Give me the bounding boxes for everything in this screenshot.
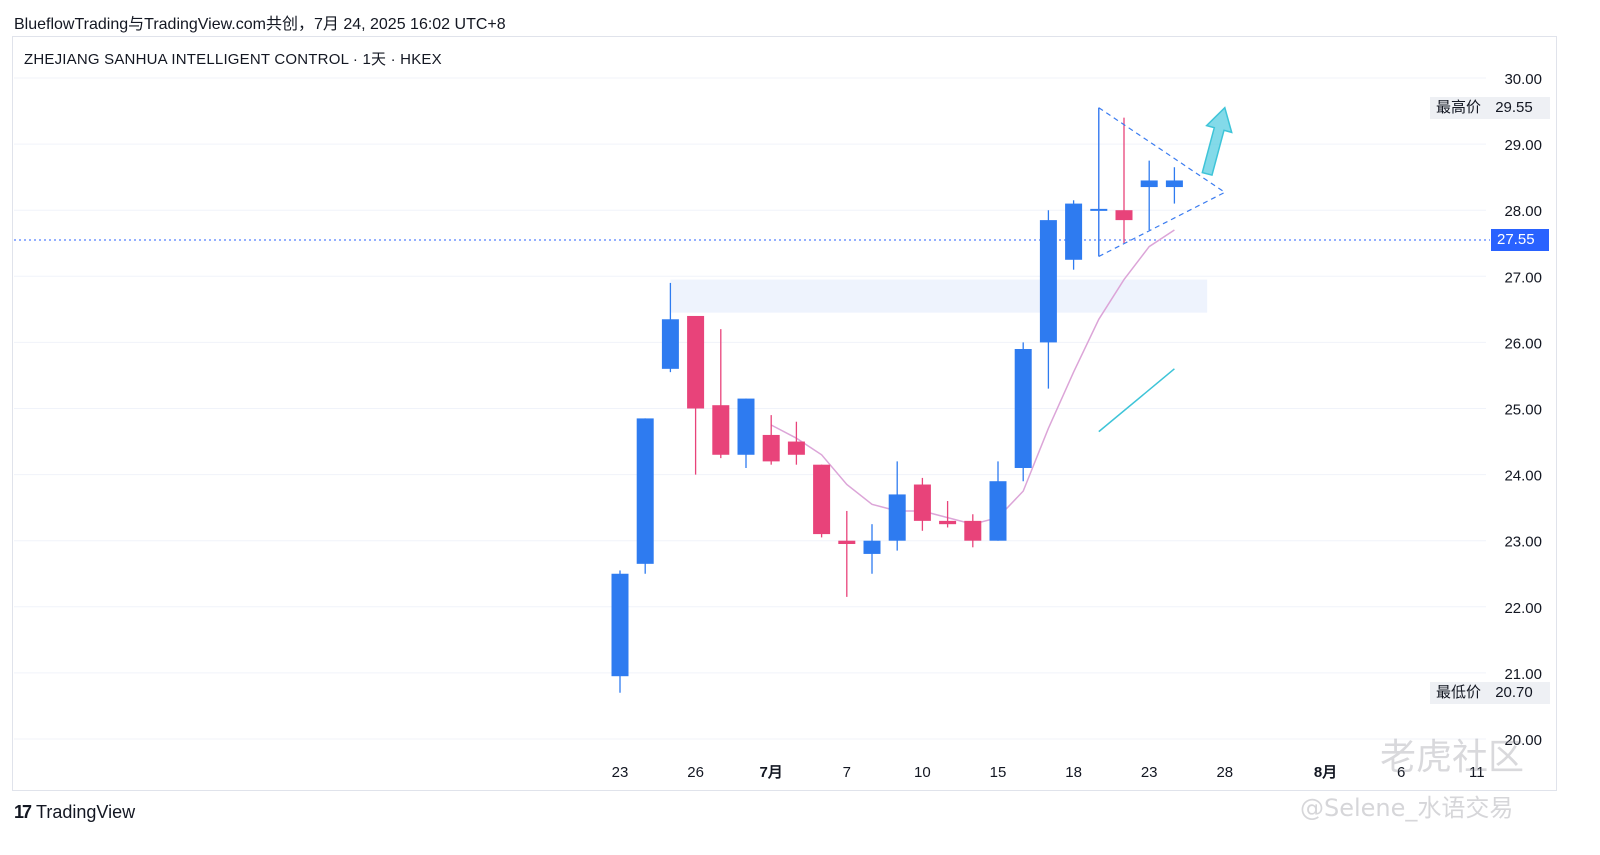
y-tick-label: 23.00 (1504, 534, 1542, 551)
y-tick-label: 24.00 (1504, 468, 1542, 485)
candle-body (838, 540, 856, 545)
high-price-value: 29.55 (1495, 98, 1533, 116)
triangle-lower-line (1098, 191, 1226, 258)
low-price-label: 最低价 (1436, 683, 1482, 701)
high-price-label: 最高价 (1436, 98, 1482, 116)
candle-body (1165, 180, 1183, 188)
y-tick-label: 28.00 (1504, 203, 1542, 220)
y-tick-label: 22.00 (1504, 600, 1542, 617)
watermark-sub: @Selene_水语交易 (1300, 794, 1514, 822)
candle-body (787, 441, 805, 455)
candle-body (1140, 180, 1158, 188)
candle-body (888, 494, 906, 541)
x-tick-label: 10 (914, 764, 931, 781)
resistance-zone (670, 279, 1208, 313)
candle-body (661, 319, 679, 369)
x-tick-label: 23 (1141, 764, 1158, 781)
chart-header: BlueflowTrading与TradingView.com共创，7月 24,… (14, 16, 506, 33)
watermark-main: 老虎社区 (1380, 737, 1525, 778)
chart-frame (12, 36, 1557, 791)
y-tick-label: 21.00 (1504, 666, 1542, 683)
candle-body (611, 573, 629, 677)
candle-body (939, 520, 957, 525)
tradingview-logo-icon: 17 (14, 802, 32, 822)
x-tick-label: 28 (1216, 764, 1233, 781)
x-tick-label: 26 (687, 764, 704, 781)
candle-body (737, 398, 755, 455)
candle-body (813, 464, 831, 535)
current-price-value: 27.55 (1497, 230, 1535, 248)
candle-body (636, 418, 654, 564)
x-tick-label: 7月 (760, 764, 783, 781)
y-tick-label: 20.00 (1504, 732, 1542, 749)
candle-body (989, 481, 1007, 541)
x-tick-label: 7 (843, 764, 851, 781)
low-price-tag: 最低价 20.70 (1430, 681, 1550, 704)
trend-line (1098, 368, 1175, 433)
candle-body (1014, 349, 1032, 468)
y-tick-label: 30.00 (1504, 71, 1542, 88)
y-tick-label: 26.00 (1504, 335, 1542, 352)
candle-body (863, 540, 881, 554)
candle-body (687, 315, 705, 409)
x-tick-label: 6 (1397, 764, 1405, 781)
candle-body (1115, 210, 1133, 221)
x-tick-label: 15 (990, 764, 1007, 781)
candle-body (964, 520, 982, 541)
x-tick-label: 11 (1469, 764, 1485, 781)
candle-body (1039, 220, 1057, 343)
candle-body (712, 405, 730, 455)
high-price-tag: 最高价 29.55 (1430, 96, 1550, 119)
x-tick-label: 18 (1065, 764, 1082, 781)
chart-title: ZHEJIANG SANHUA INTELLIGENT CONTROL · 1天… (24, 51, 442, 68)
y-tick-label: 27.00 (1504, 269, 1542, 286)
low-price-value: 20.70 (1495, 683, 1533, 701)
candle-body (1065, 203, 1083, 260)
current-price-tag: 27.55 (1491, 228, 1549, 251)
arrow-up-icon (1201, 106, 1233, 177)
x-tick-label: 23 (612, 764, 629, 781)
y-tick-label: 29.00 (1504, 137, 1542, 154)
triangle-upper-line (1098, 107, 1226, 193)
candle-body (913, 484, 931, 521)
tradingview-logo-text: TradingView (36, 802, 136, 822)
candle-body (762, 434, 780, 462)
tradingview-logo[interactable]: 17 TradingView (14, 802, 135, 823)
moving-average-line (770, 229, 1175, 525)
x-tick-label: 8月 (1314, 764, 1337, 781)
y-tick-label: 25.00 (1504, 402, 1542, 419)
